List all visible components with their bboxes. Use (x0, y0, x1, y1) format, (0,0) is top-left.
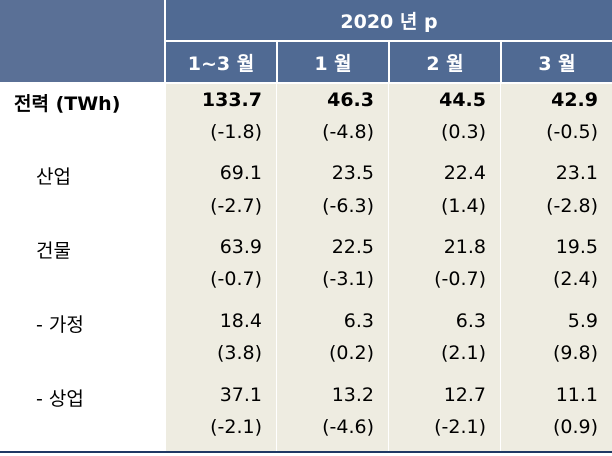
table-cell-change: (0.9) (552, 416, 598, 438)
column-header-q1: 1~3 월 (166, 42, 276, 82)
table-cell: 12.7 (443, 384, 486, 406)
table-cell: 11.1 (555, 384, 598, 406)
row-label-households: - 가정 (36, 314, 84, 336)
table-cell: 18.4 (219, 310, 262, 332)
table-cell-change: (-4.6) (322, 416, 374, 438)
table-cell: 23.1 (555, 162, 598, 184)
column-divider (388, 82, 389, 452)
row-label-buildings: 건물 (36, 240, 71, 262)
table-cell: 46.3 (327, 89, 374, 111)
table-cell: 22.5 (331, 236, 374, 258)
table-cell-change: (3.8) (216, 342, 262, 364)
table-cell-change: (-2.7) (210, 195, 262, 217)
column-divider (276, 82, 277, 452)
table-cell: 44.5 (439, 89, 486, 111)
column-divider (500, 82, 501, 452)
table-cell-change: (-0.5) (546, 121, 598, 143)
table-body (166, 84, 612, 452)
column-header-jan: 1 월 (278, 42, 388, 82)
table-bottom-border (0, 451, 612, 453)
table-cell: 19.5 (555, 236, 598, 258)
column-header-feb: 2 월 (390, 42, 500, 82)
table-cell: 69.1 (219, 162, 262, 184)
table-cell-change: (-2.1) (434, 416, 486, 438)
table-cell: 6.3 (343, 310, 374, 332)
table-cell: 22.4 (443, 162, 486, 184)
table-cell-change: (0.2) (328, 342, 374, 364)
year-header: 2020 년 p (166, 0, 612, 40)
table-cell: 133.7 (201, 89, 262, 111)
table-cell: 63.9 (219, 236, 262, 258)
table-cell-change: (-0.7) (210, 268, 262, 290)
header-corner (0, 0, 164, 82)
column-header-mar: 3 월 (502, 42, 612, 82)
table-cell-change: (-2.1) (210, 416, 262, 438)
table-cell: 23.5 (331, 162, 374, 184)
table-cell-change: (-2.8) (546, 195, 598, 217)
table-cell: 5.9 (567, 310, 598, 332)
table-cell-change: (-1.8) (210, 121, 262, 143)
table-cell-change: (-3.1) (322, 268, 374, 290)
table-cell-change: (-0.7) (434, 268, 486, 290)
table-cell: 37.1 (219, 384, 262, 406)
table-cell-change: (-6.3) (322, 195, 374, 217)
table-cell-change: (0.3) (440, 121, 486, 143)
table-cell-change: (2.1) (440, 342, 486, 364)
table-cell-change: (1.4) (440, 195, 486, 217)
row-label-industry: 산업 (36, 166, 71, 188)
table-cell: 21.8 (443, 236, 486, 258)
table-cell: 13.2 (331, 384, 374, 406)
table-cell-change: (-4.8) (322, 121, 374, 143)
row-label-electricity: 전력 (TWh) (14, 93, 121, 115)
row-label-commercial: - 상업 (36, 388, 84, 410)
table-cell: 6.3 (455, 310, 486, 332)
table-cell: 42.9 (551, 89, 598, 111)
table-cell-change: (2.4) (552, 268, 598, 290)
table-cell-change: (9.8) (552, 342, 598, 364)
